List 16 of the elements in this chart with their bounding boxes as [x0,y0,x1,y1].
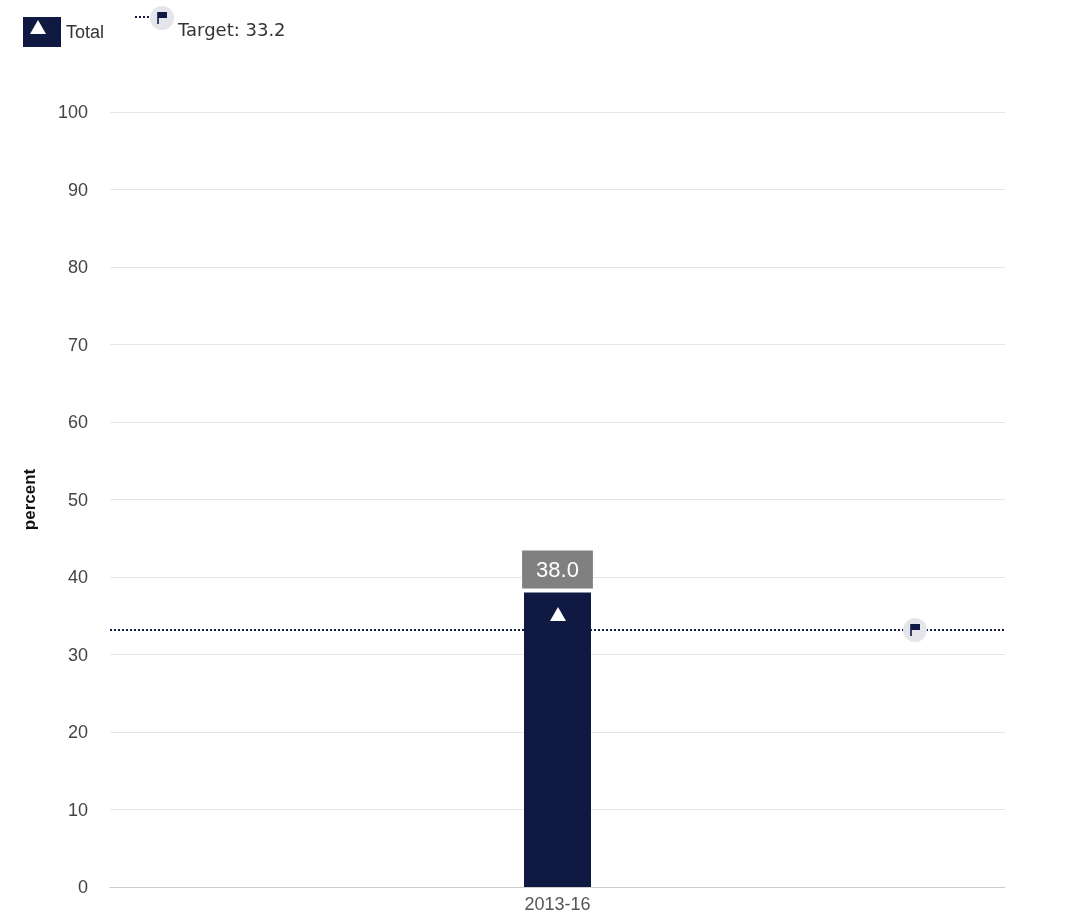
x-tick-label: 2013-16 [524,894,591,914]
y-tick-label: 100 [57,102,88,122]
y-tick-label: 70 [67,334,88,355]
y-tick-label: 80 [67,257,88,277]
y-axis-title: percent [20,468,39,531]
legend-label: Total [66,22,105,42]
y-tick-label: 0 [77,877,88,897]
y-tick-label: 10 [67,799,88,820]
data-label: 38.0 [536,557,579,582]
y-tick-label: 50 [67,489,88,510]
y-tick-label: 60 [67,412,88,432]
y-tick-label: 40 [67,567,88,587]
y-tick-label: 90 [67,179,88,200]
y-tick-label: 20 [67,722,88,742]
legend-label: Target: 33.2 [178,19,286,40]
y-tick-label: 30 [67,644,88,665]
